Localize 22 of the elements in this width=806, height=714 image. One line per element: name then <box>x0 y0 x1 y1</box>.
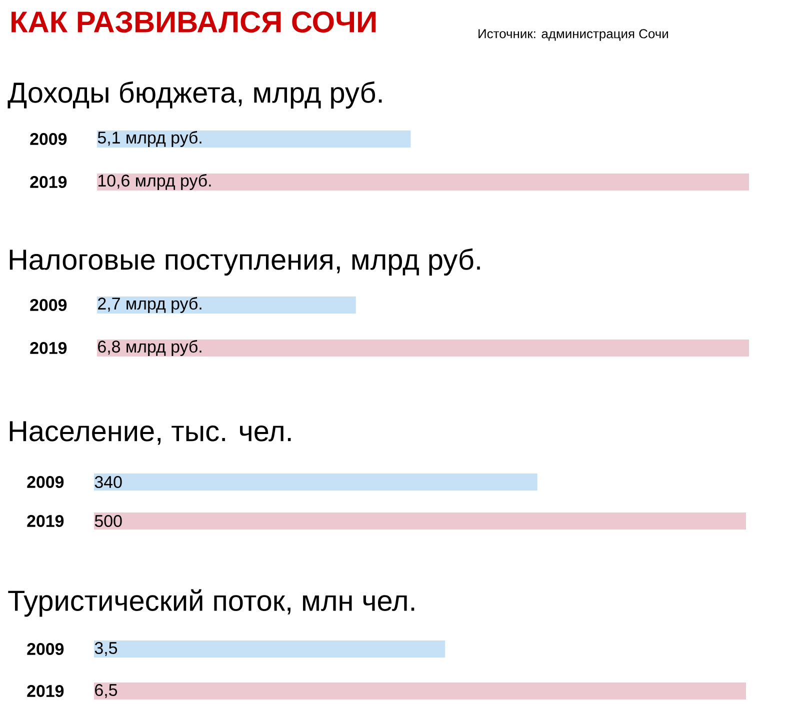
chart-subtitle: Доходы бюджета, млрд руб. <box>8 81 382 109</box>
y-tick-label: 2019 <box>27 685 64 698</box>
text: Источник: администрация Сочи <box>478 29 668 41</box>
y-tick-label: 2019 <box>27 515 64 528</box>
y-tick-label: 2009 <box>27 476 64 488</box>
y-tick-label: 2019 <box>30 176 67 188</box>
data-label: 340 <box>94 476 122 488</box>
data-label: 2,7 млрд руб. <box>98 297 202 313</box>
y-tick-label: 2009 <box>27 643 64 656</box>
chart-title: Население, тыс. чел. <box>10 421 291 445</box>
data-label: 500 <box>94 515 122 528</box>
data-label: 3,5 <box>94 642 118 656</box>
data-label: 5,1 млрд руб. <box>98 131 202 147</box>
y-tick-label: 2009 <box>30 299 67 311</box>
data-label: 6,8 млрд руб. <box>98 340 202 356</box>
chart-title: Туристический поток, млн чел. <box>8 589 414 617</box>
y-tick-label: 2019 <box>30 342 67 354</box>
chart-title: КАК РАЗВИВАЛСЯ СОЧИ <box>12 11 376 33</box>
y-tick-label: 2009 <box>30 133 67 145</box>
chart-title: Налоговые поступления, млрд руб. <box>10 248 480 276</box>
data-label: 6,5 <box>95 684 118 698</box>
data-label: 10,6 млрд руб. <box>98 174 211 190</box>
